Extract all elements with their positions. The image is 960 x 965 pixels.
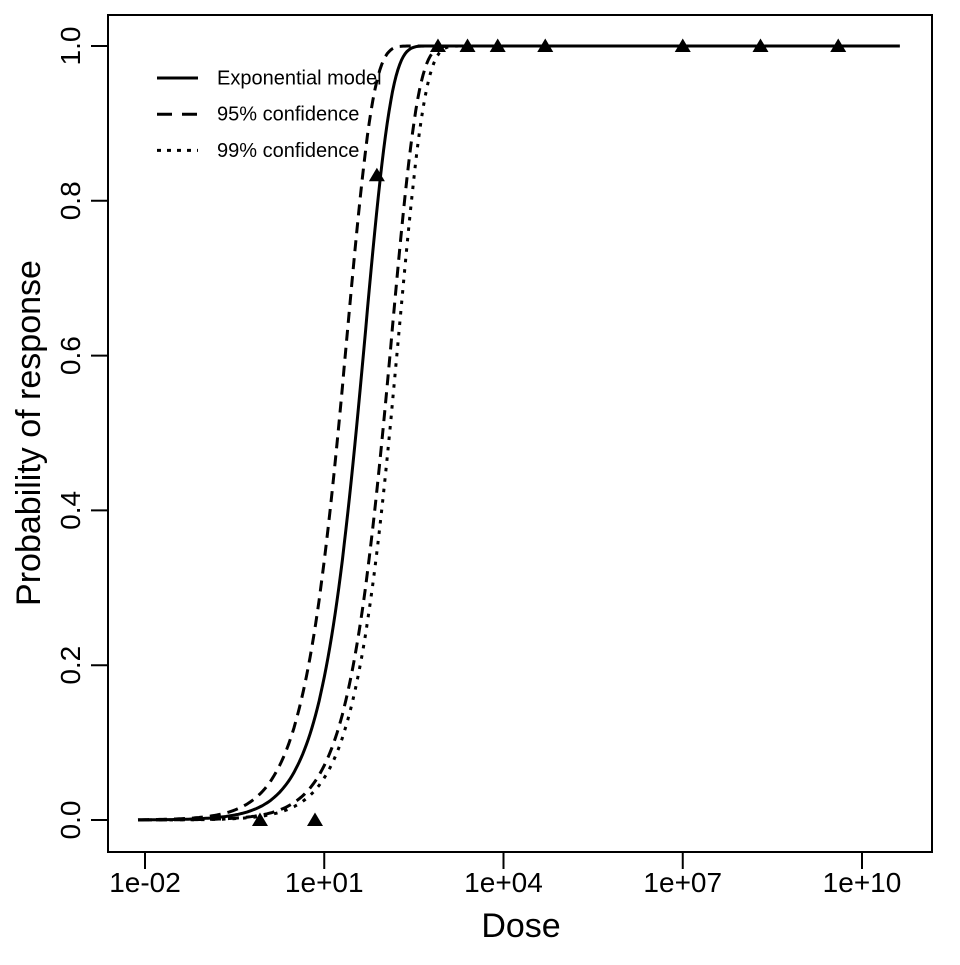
data-point-triangle <box>489 38 506 52</box>
legend-label: Exponential model <box>217 68 382 90</box>
model-curves <box>137 44 900 822</box>
data-point-triangle <box>429 38 446 52</box>
data-point-triangle <box>674 38 691 52</box>
x-tick-label: 1e+01 <box>285 867 364 898</box>
data-point-triangle <box>306 812 323 826</box>
x-tick-label: 1e-02 <box>109 867 181 898</box>
x-axis: 1e-02 1e+01 1e+04 1e+07 1e+10 <box>109 852 901 898</box>
data-points <box>251 38 847 826</box>
data-point-triangle <box>537 38 554 52</box>
y-axis-title: Probability of response <box>10 260 48 606</box>
data-point-triangle <box>251 812 268 826</box>
legend: Exponential model 95% confidence 99% confi… <box>157 68 382 162</box>
y-tick-label: 0.4 <box>55 491 86 530</box>
curve-95-confidence-upper <box>138 44 900 822</box>
x-axis-title: Dose <box>481 907 560 945</box>
y-tick-label: 1.0 <box>55 27 86 66</box>
y-tick-label: 0.2 <box>55 646 86 685</box>
legend-label: 99% confidence <box>217 140 359 162</box>
data-point-triangle <box>368 167 385 182</box>
curve-99-confidence-upper <box>138 44 900 822</box>
plot-box <box>107 14 933 853</box>
curve-95-confidence-lower <box>137 44 900 822</box>
x-tick-label: 1e+10 <box>823 867 902 898</box>
data-point-triangle <box>752 38 769 52</box>
y-tick-label: 0.0 <box>55 801 86 840</box>
x-tick-label: 1e+07 <box>643 867 722 898</box>
y-tick-label: 0.6 <box>55 336 86 375</box>
data-point-triangle <box>830 38 847 52</box>
legend-label: 95% confidence <box>217 104 359 126</box>
data-point-triangle <box>459 38 476 52</box>
x-tick-label: 1e+04 <box>464 867 543 898</box>
y-axis: 0.0 0.2 0.4 0.6 0.8 1.0 <box>55 27 108 840</box>
curve-exponential-model <box>138 44 900 822</box>
y-tick-label: 0.8 <box>55 181 86 220</box>
